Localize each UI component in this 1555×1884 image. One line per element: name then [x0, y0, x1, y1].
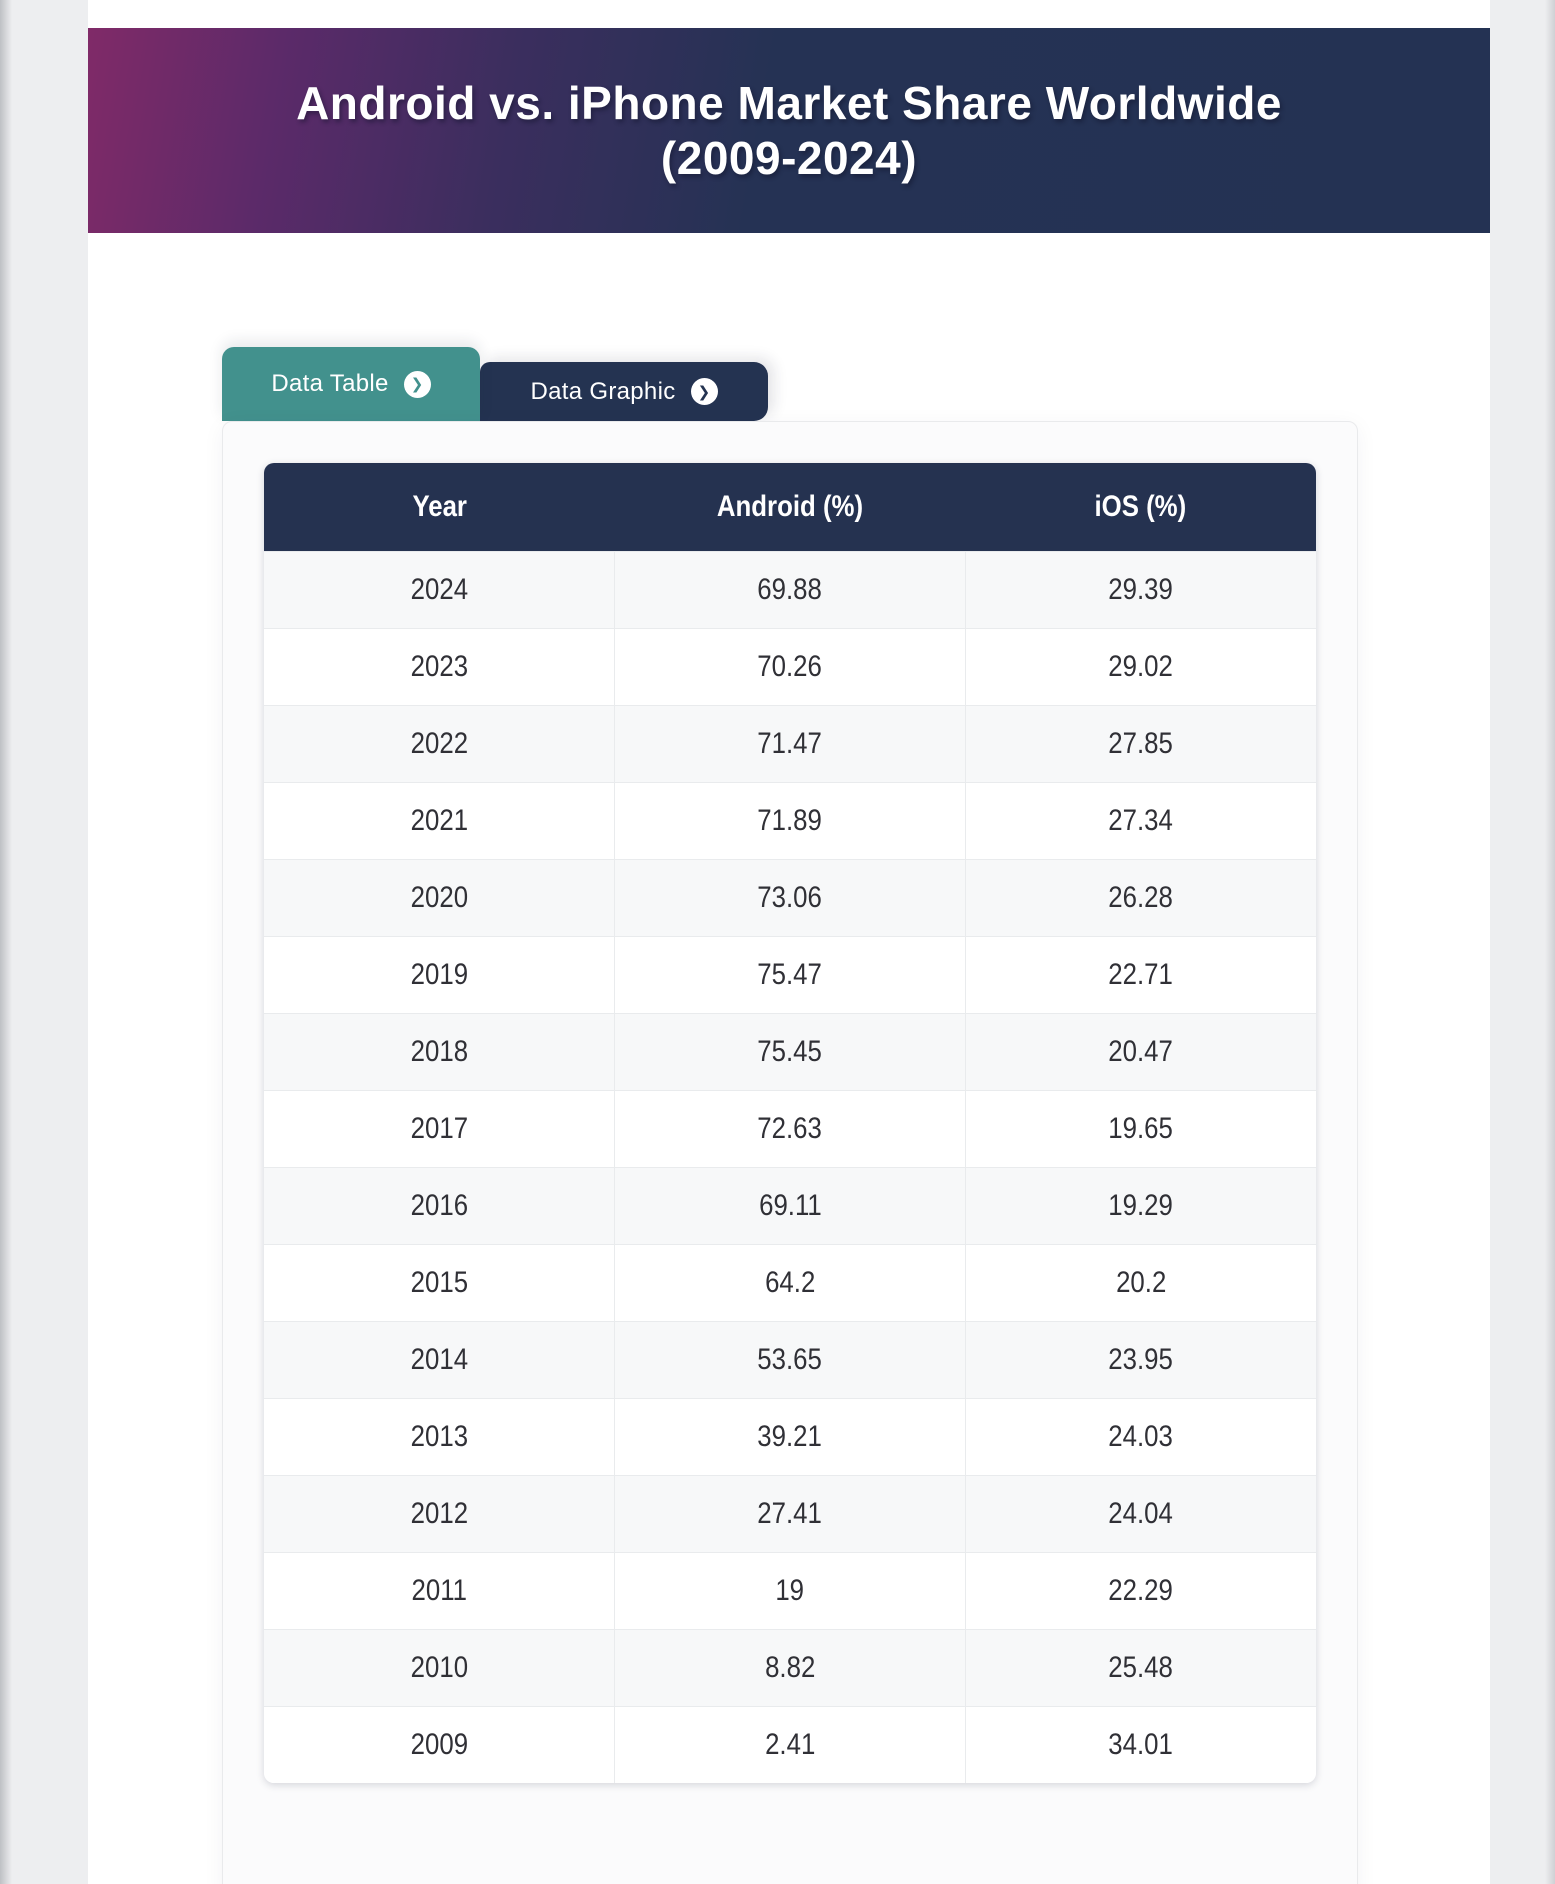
- content-column: Android vs. iPhone Market Share Worldwid…: [88, 0, 1490, 1884]
- chevron-glyph: ❯: [410, 376, 424, 393]
- page-header-banner: Android vs. iPhone Market Share Worldwid…: [88, 28, 1490, 233]
- year-cell: 2019: [264, 935, 616, 1014]
- table-row: 2023 70.26 29.02: [264, 627, 1316, 706]
- ios-share-cell: 34.01: [964, 1705, 1316, 1783]
- column-header-android: Android (%): [614, 463, 966, 551]
- data-table-panel: Year Android (%) iOS (%) 2024 69.88 29.3…: [222, 421, 1358, 1884]
- ios-share-cell: 20.2: [964, 1243, 1316, 1322]
- ios-share-cell: 27.34: [964, 781, 1316, 860]
- ios-share-cell: 19.65: [964, 1089, 1316, 1168]
- ios-share-cell: 19.29: [964, 1166, 1316, 1245]
- year-cell: 2014: [264, 1320, 616, 1399]
- year-cell: 2011: [264, 1551, 616, 1630]
- table-header-row: Year Android (%) iOS (%): [264, 463, 1316, 551]
- android-share-cell: 70.26: [614, 627, 966, 706]
- market-share-table: Year Android (%) iOS (%) 2024 69.88 29.3…: [264, 463, 1316, 1783]
- ios-share-cell: 29.02: [964, 627, 1316, 706]
- year-cell: 2009: [264, 1705, 616, 1783]
- year-cell: 2021: [264, 781, 616, 860]
- year-cell: 2017: [264, 1089, 616, 1168]
- table-row: 2016 69.11 19.29: [264, 1166, 1316, 1245]
- ios-share-cell: 23.95: [964, 1320, 1316, 1399]
- table-row: 2020 73.06 26.28: [264, 858, 1316, 937]
- year-cell: 2010: [264, 1628, 616, 1707]
- android-share-cell: 72.63: [614, 1089, 966, 1168]
- tab-data-table[interactable]: Data Table ❯: [222, 347, 480, 421]
- android-share-cell: 75.47: [614, 935, 966, 1014]
- android-share-cell: 69.11: [614, 1166, 966, 1245]
- year-cell: 2018: [264, 1012, 616, 1091]
- android-share-cell: 8.82: [614, 1628, 966, 1707]
- android-share-cell: 19: [614, 1551, 966, 1630]
- table-row: 2022 71.47 27.85: [264, 704, 1316, 783]
- year-cell: 2012: [264, 1474, 616, 1553]
- page-edge-shade-right: [1545, 0, 1555, 1884]
- year-cell: 2016: [264, 1166, 616, 1245]
- tab-data-graphic-label: Data Graphic: [530, 377, 676, 405]
- android-share-cell: 39.21: [614, 1397, 966, 1476]
- android-share-cell: 75.45: [614, 1012, 966, 1091]
- year-cell: 2023: [264, 627, 616, 706]
- android-share-cell: 71.89: [614, 781, 966, 860]
- year-cell: 2020: [264, 858, 616, 937]
- column-header-ios: iOS (%): [965, 463, 1316, 551]
- ios-share-cell: 22.29: [964, 1551, 1316, 1630]
- table-row: 2010 8.82 25.48: [264, 1628, 1316, 1707]
- title-line-2: (2009-2024): [660, 131, 918, 184]
- year-cell: 2024: [264, 550, 616, 629]
- table-row: 2017 72.63 19.65: [264, 1089, 1316, 1168]
- year-cell: 2013: [264, 1397, 616, 1476]
- table-row: 2014 53.65 23.95: [264, 1320, 1316, 1399]
- table-row: 2021 71.89 27.34: [264, 781, 1316, 860]
- ios-share-cell: 24.03: [964, 1397, 1316, 1476]
- android-share-cell: 71.47: [614, 704, 966, 783]
- tab-data-table-label: Data Table: [271, 370, 389, 397]
- tab-data-graphic[interactable]: Data Graphic ❯: [480, 362, 768, 421]
- android-share-cell: 2.41: [614, 1705, 966, 1783]
- table-row: 2018 75.45 20.47: [264, 1012, 1316, 1091]
- column-header-year: Year: [264, 463, 615, 551]
- ios-share-cell: 27.85: [964, 704, 1316, 783]
- ios-share-cell: 26.28: [964, 858, 1316, 937]
- title-line-1: Android vs. iPhone Market Share Worldwid…: [296, 76, 1282, 129]
- ios-share-cell: 22.71: [964, 935, 1316, 1014]
- table-row: 2015 64.2 20.2: [264, 1243, 1316, 1322]
- top-white-strip: [88, 0, 1490, 28]
- chevron-right-circle-icon: ❯: [690, 378, 718, 405]
- table-row: 2024 69.88 29.39: [264, 550, 1316, 629]
- android-share-cell: 53.65: [614, 1320, 966, 1399]
- year-cell: 2022: [264, 704, 616, 783]
- android-share-cell: 64.2: [614, 1243, 966, 1322]
- ios-share-cell: 20.47: [964, 1012, 1316, 1091]
- chevron-right-circle-icon: ❯: [403, 370, 431, 398]
- ios-share-cell: 29.39: [964, 550, 1316, 629]
- table-row: 2019 75.47 22.71: [264, 935, 1316, 1014]
- year-cell: 2015: [264, 1243, 616, 1322]
- android-share-cell: 69.88: [614, 550, 966, 629]
- table-row: 2013 39.21 24.03: [264, 1397, 1316, 1476]
- tab-bar: Data Table ❯ Data Graphic ❯: [222, 347, 1490, 421]
- table-row: 2012 27.41 24.04: [264, 1474, 1316, 1553]
- page-title: Android vs. iPhone Market Share Worldwid…: [296, 76, 1282, 186]
- ios-share-cell: 24.04: [964, 1474, 1316, 1553]
- page-edge-shade-left: [0, 0, 12, 1884]
- table-row: 2009 2.41 34.01: [264, 1705, 1316, 1783]
- android-share-cell: 73.06: [614, 858, 966, 937]
- android-share-cell: 27.41: [614, 1474, 966, 1553]
- ios-share-cell: 25.48: [964, 1628, 1316, 1707]
- chevron-glyph: ❯: [697, 383, 711, 401]
- table-row: 2011 19 22.29: [264, 1551, 1316, 1630]
